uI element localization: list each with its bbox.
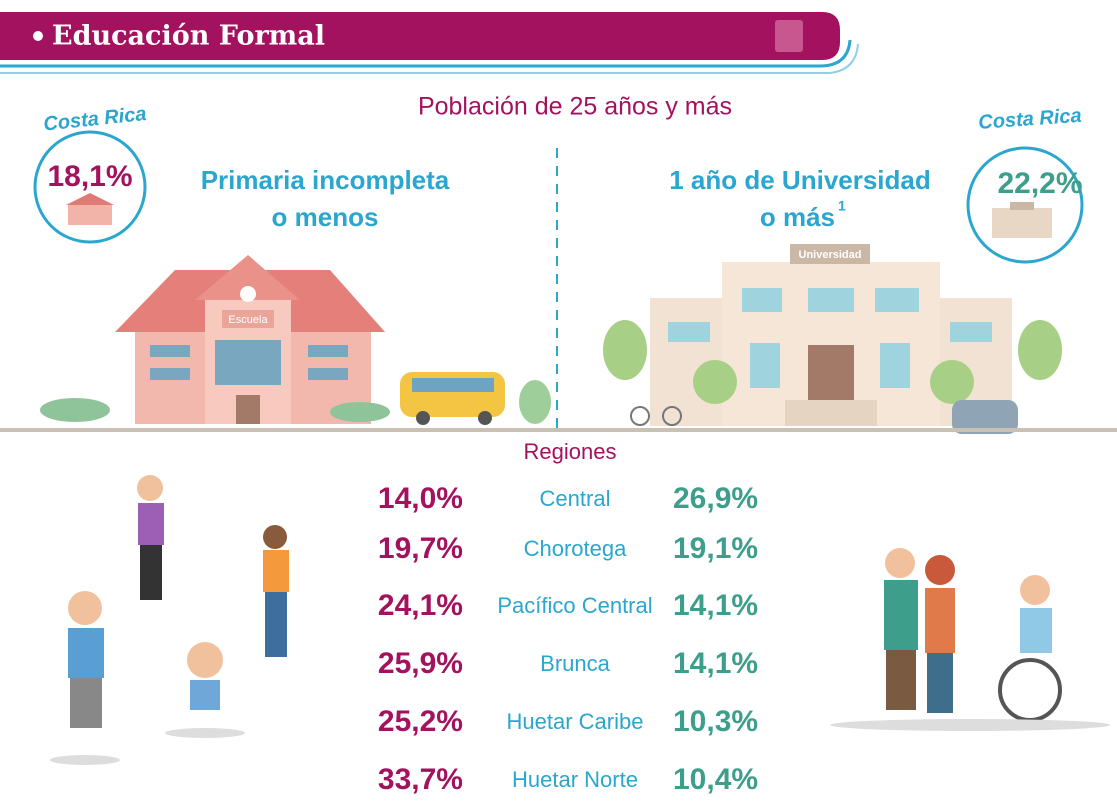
building-sign: Universidad bbox=[799, 249, 862, 261]
region-right-value: 10,4% bbox=[673, 763, 758, 796]
header: Educación Formal bbox=[0, 12, 858, 73]
region-right-value: 14,1% bbox=[673, 647, 758, 680]
region-right-value: 19,1% bbox=[673, 532, 758, 565]
badge-label: Costa Rica bbox=[978, 105, 1083, 134]
badge-value: 18,1% bbox=[47, 160, 132, 193]
region-name: Central bbox=[540, 486, 611, 511]
regions-table: 14,0% Central 26,9% 19,7% Chorotega 19,1% 24,1… bbox=[378, 482, 758, 796]
region-left-value: 14,0% bbox=[378, 482, 463, 515]
footnote-mark: 1 bbox=[838, 198, 846, 214]
region-left-value: 33,7% bbox=[378, 763, 463, 796]
region-name: Pacífico Central bbox=[497, 593, 652, 618]
category-label: o menos bbox=[272, 202, 379, 232]
infographic: Educación Formal Población de 25 años y … bbox=[0, 0, 1117, 801]
region-left-value: 19,7% bbox=[378, 532, 463, 565]
category-label: Primaria incompleta bbox=[201, 165, 450, 195]
category-label: 1 año de Universidad bbox=[669, 165, 931, 195]
region-left-value: 25,9% bbox=[378, 647, 463, 680]
region-name: Chorotega bbox=[524, 536, 628, 561]
building-sign: Escuela bbox=[228, 314, 268, 326]
school-illustration: Escuela bbox=[40, 255, 551, 425]
region-right-value: 26,9% bbox=[673, 482, 758, 515]
people-left bbox=[50, 475, 289, 765]
people-right bbox=[830, 548, 1110, 731]
regions-title: Regiones bbox=[524, 439, 617, 464]
region-left-value: 25,2% bbox=[378, 705, 463, 738]
badge-value: 22,2% bbox=[997, 167, 1082, 200]
region-name: Brunca bbox=[540, 651, 610, 676]
category-label: o más bbox=[760, 202, 835, 232]
subtitle: Población de 25 años y más bbox=[418, 93, 732, 121]
university-illustration: Universidad bbox=[603, 244, 1062, 434]
book-icon bbox=[775, 20, 803, 52]
bullet bbox=[33, 31, 43, 41]
region-left-value: 24,1% bbox=[378, 589, 463, 622]
region-right-value: 10,3% bbox=[673, 705, 758, 738]
region-name: Huetar Caribe bbox=[507, 709, 644, 734]
header-title: Educación Formal bbox=[52, 21, 325, 52]
region-name: Huetar Norte bbox=[512, 767, 638, 792]
region-right-value: 14,1% bbox=[673, 589, 758, 622]
